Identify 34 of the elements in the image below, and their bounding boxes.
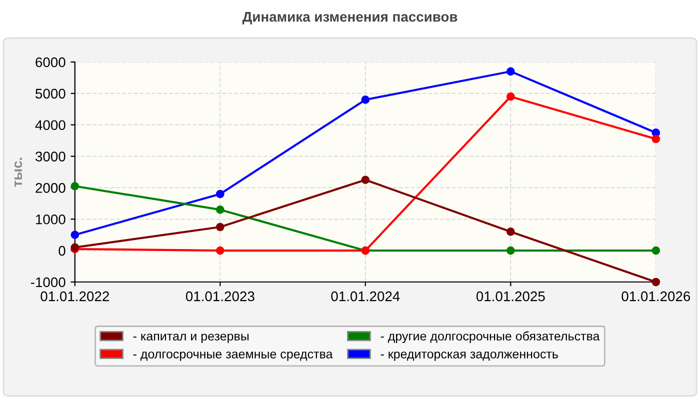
y-tick-label: 3000: [36, 152, 66, 162]
y-axis-title: тыс.: [14, 158, 22, 187]
y-tick-label: 5000: [36, 88, 66, 99]
y-tick-label: 6000: [36, 57, 66, 68]
point: [652, 246, 660, 255]
y-tick-label: 0: [58, 246, 66, 256]
y-tick-label: -1000: [30, 277, 66, 288]
legend-label: - долгосрочные заемные средства: [133, 352, 333, 361]
point: [70, 230, 80, 240]
x-tick-label: 01.01.2023: [186, 291, 254, 302]
legend-label: - другие долгосрочные обязательства: [380, 331, 600, 344]
point: [216, 206, 224, 214]
chart-title: Динамика изменения пассивов: [242, 12, 458, 24]
point: [361, 176, 370, 184]
x-tick-label: 01.01.2022: [40, 291, 109, 302]
point: [652, 278, 660, 286]
point: [506, 246, 515, 255]
point: [216, 246, 224, 255]
point: [506, 67, 515, 76]
y-tick-label: 4000: [35, 120, 66, 130]
legend-label: - кредиторская задолженность: [380, 352, 558, 361]
point: [216, 190, 224, 198]
x-tick-label: 01.01.2026: [622, 291, 690, 302]
point: [652, 134, 660, 144]
point: [216, 222, 224, 232]
point: [361, 96, 370, 104]
x-tick-label: 01.01.2025: [476, 291, 545, 302]
x-tick-label: 01.01.2024: [331, 291, 400, 302]
legend-label: - капитал и резервы: [133, 334, 249, 344]
point: [70, 182, 80, 190]
y-tick-label: 1000: [36, 214, 66, 224]
point: [506, 228, 515, 236]
point: [506, 92, 515, 101]
y-tick-label: 2000: [36, 183, 66, 193]
